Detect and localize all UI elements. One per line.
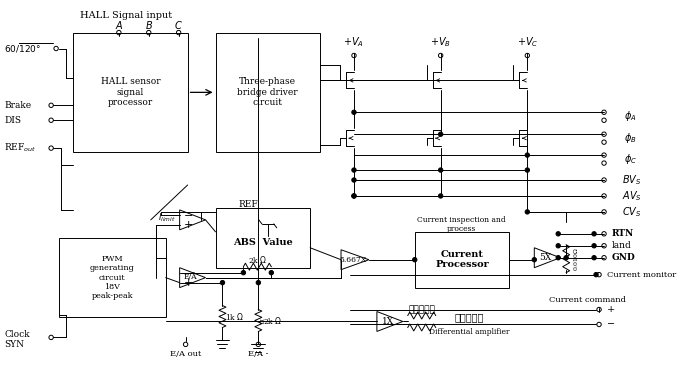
Text: 5.667X: 5.667X (340, 256, 367, 264)
Circle shape (351, 194, 356, 198)
Text: GND: GND (612, 253, 635, 262)
Circle shape (351, 110, 356, 114)
Text: $AV_S$: $AV_S$ (622, 189, 642, 203)
Text: 差分放大器: 差分放大器 (409, 305, 435, 314)
Text: Current command: Current command (549, 296, 626, 304)
Text: land: land (612, 241, 632, 250)
Text: REF: REF (239, 200, 258, 210)
Text: −: − (607, 320, 615, 329)
Text: RTN: RTN (612, 229, 634, 238)
Text: +: + (607, 305, 615, 314)
Text: $+V_A$: $+V_A$ (344, 36, 365, 49)
Text: Brake: Brake (4, 101, 31, 110)
Circle shape (351, 178, 356, 182)
Text: Current inspection and
process: Current inspection and process (417, 216, 506, 234)
Bar (216, 32, 320, 152)
Text: $60/\overline{120}°$: $60/\overline{120}°$ (4, 42, 42, 55)
Text: 2k $\Omega$: 2k $\Omega$ (248, 254, 267, 265)
Circle shape (351, 194, 356, 198)
Text: E/A -: E/A - (248, 350, 269, 358)
Bar (216, 208, 310, 268)
Text: $C$: $C$ (174, 18, 183, 31)
Text: $BV_S$: $BV_S$ (622, 173, 642, 187)
Text: $\phi_C$: $\phi_C$ (624, 152, 637, 166)
Text: E/A out: E/A out (170, 350, 201, 358)
Text: $B$: $B$ (145, 18, 153, 31)
Circle shape (556, 244, 560, 248)
Text: $\phi_A$: $\phi_A$ (624, 109, 637, 123)
Circle shape (594, 272, 599, 277)
Circle shape (564, 255, 569, 260)
Text: ≅2k $\Omega$: ≅2k $\Omega$ (259, 315, 282, 326)
Text: Current
Processor: Current Processor (435, 250, 489, 269)
Text: $A$: $A$ (115, 18, 123, 31)
Circle shape (592, 255, 596, 260)
Circle shape (438, 168, 443, 172)
Circle shape (532, 258, 537, 262)
Circle shape (556, 232, 560, 236)
Text: $+V_B$: $+V_B$ (430, 36, 451, 49)
Circle shape (269, 270, 274, 275)
Bar (73, 32, 188, 152)
Text: 差分放大器: 差分放大器 (455, 313, 484, 322)
Circle shape (525, 153, 530, 157)
Text: −: − (184, 269, 193, 279)
Circle shape (525, 210, 530, 214)
Circle shape (592, 244, 596, 248)
Circle shape (556, 255, 560, 260)
Text: Clock
SYN: Clock SYN (4, 330, 30, 349)
Circle shape (242, 270, 246, 275)
Text: E/Ā: E/Ā (184, 273, 198, 281)
Text: ABS  Value: ABS Value (233, 238, 293, 247)
Text: Differential amplifier: Differential amplifier (429, 328, 509, 337)
Text: Three-phase
bridge driver
circuit: Three-phase bridge driver circuit (237, 77, 298, 107)
Circle shape (413, 258, 417, 262)
Text: HALL Signal input: HALL Signal input (80, 11, 172, 20)
Circle shape (438, 194, 443, 198)
Circle shape (525, 168, 530, 172)
Text: PWM
generating
circuit
18V
peak-peak: PWM generating circuit 18V peak-peak (90, 255, 135, 300)
Text: $+V_C$: $+V_C$ (516, 36, 538, 49)
Circle shape (592, 232, 596, 236)
Text: $CV_S$: $CV_S$ (622, 205, 642, 219)
Circle shape (351, 168, 356, 172)
Text: +: + (184, 220, 193, 230)
Bar (415, 232, 509, 287)
Text: REF$_{out}$: REF$_{out}$ (4, 142, 36, 154)
Text: $I_{limit}$: $I_{limit}$ (158, 212, 175, 224)
Text: Current monitor: Current monitor (607, 270, 677, 279)
Text: 0.010$\Omega$: 0.010$\Omega$ (572, 246, 580, 271)
Circle shape (220, 280, 225, 285)
Text: 5X: 5X (539, 253, 551, 262)
Text: DIS: DIS (4, 116, 22, 125)
Text: −: − (184, 211, 193, 221)
Text: HALL sensor
signal
processor: HALL sensor signal processor (100, 77, 160, 107)
Text: 1X: 1X (382, 317, 394, 326)
Text: 1k $\Omega$: 1k $\Omega$ (225, 311, 244, 322)
Bar (59, 238, 166, 317)
Circle shape (438, 132, 443, 137)
Circle shape (256, 280, 260, 285)
Text: +: + (184, 277, 193, 287)
Text: $\phi_B$: $\phi_B$ (624, 131, 637, 145)
